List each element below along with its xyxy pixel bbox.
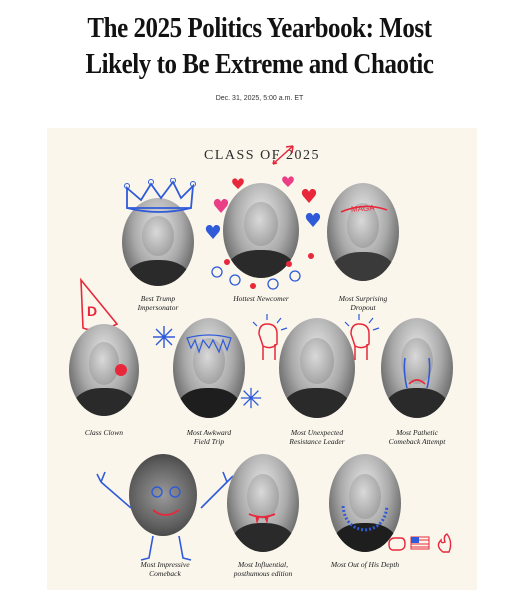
portrait-class-clown: [69, 324, 139, 416]
portrait-most-awkward-field-trip: [173, 318, 245, 418]
caption-best-trump-impersonator: Best Trump Impersonator: [137, 294, 179, 312]
hearts-flowers-doodle-icon: [205, 176, 321, 290]
portrait-most-out-of-his-depth: [329, 454, 401, 552]
yearbook-illustration: CLASS OF 2025 Best Trump Impersonator: [47, 128, 477, 590]
article-headline: The 2025 Politics Yearbook: Most Likely …: [36, 10, 482, 82]
fist-flag-flame-icons: [388, 533, 452, 553]
caption-most-unexpected-resistance-leader: Most Unexpected Resistance Leader: [289, 428, 345, 446]
portrait-most-pathetic-comeback-attempt: [381, 318, 453, 418]
caption-class-clown: Class Clown: [84, 428, 124, 437]
snowflake-right-icon: [240, 387, 262, 409]
icicles-doodle-icon: [186, 334, 232, 354]
caption-most-pathetic-comeback-attempt: Most Pathetic Comeback Attempt: [388, 428, 446, 446]
raised-fist-right-icon: [344, 314, 380, 360]
arrow-doodle-icon: [272, 145, 294, 165]
caption-most-out-of-his-depth: Most Out of His Depth: [330, 560, 400, 569]
caption-most-impressive-comeback: Most Impressive Comeback: [140, 560, 190, 578]
crown-doodle-icon: [124, 178, 196, 213]
portrait-most-impressive-comeback: [129, 454, 197, 536]
svg-text:D: D: [87, 303, 97, 319]
snowflake-left-icon: [153, 326, 175, 348]
clown-nose-icon: [115, 364, 127, 376]
caption-most-surprising-dropout: Most Surprising Dropout: [338, 294, 388, 312]
stick-figure-doodle-icon: [96, 471, 234, 561]
maga-doodle-text: MAGA: [351, 203, 376, 214]
caption-hottest-newcomer: Hottest Newcomer: [233, 294, 289, 303]
headline-line-2: Likely to Be Extreme and Chaotic: [85, 48, 434, 80]
caption-most-awkward-field-trip: Most Awkward Field Trip: [186, 428, 232, 446]
portrait-most-unexpected-resistance-leader: [279, 318, 355, 418]
caption-most-influential: Most Influential, posthumous edition: [233, 560, 293, 578]
class-of-2025-title: CLASS OF 2025: [204, 148, 320, 163]
headline-line-1: The 2025 Politics Yearbook: Most: [87, 12, 432, 44]
portrait-hottest-newcomer: [223, 183, 299, 278]
blue-beard-doodle-icon: [341, 505, 389, 532]
vampire-fangs-icon: [248, 513, 276, 524]
portrait-most-surprising-dropout: [327, 183, 399, 281]
maga-headband-doodle-icon: MAGA: [340, 203, 388, 214]
tears-doodle-icon: [403, 357, 431, 389]
article-dateline: Dec. 31, 2025, 5:00 a.m. ET: [215, 95, 304, 102]
portrait-most-influential: [227, 454, 299, 552]
raised-fist-left-icon: [252, 314, 288, 360]
